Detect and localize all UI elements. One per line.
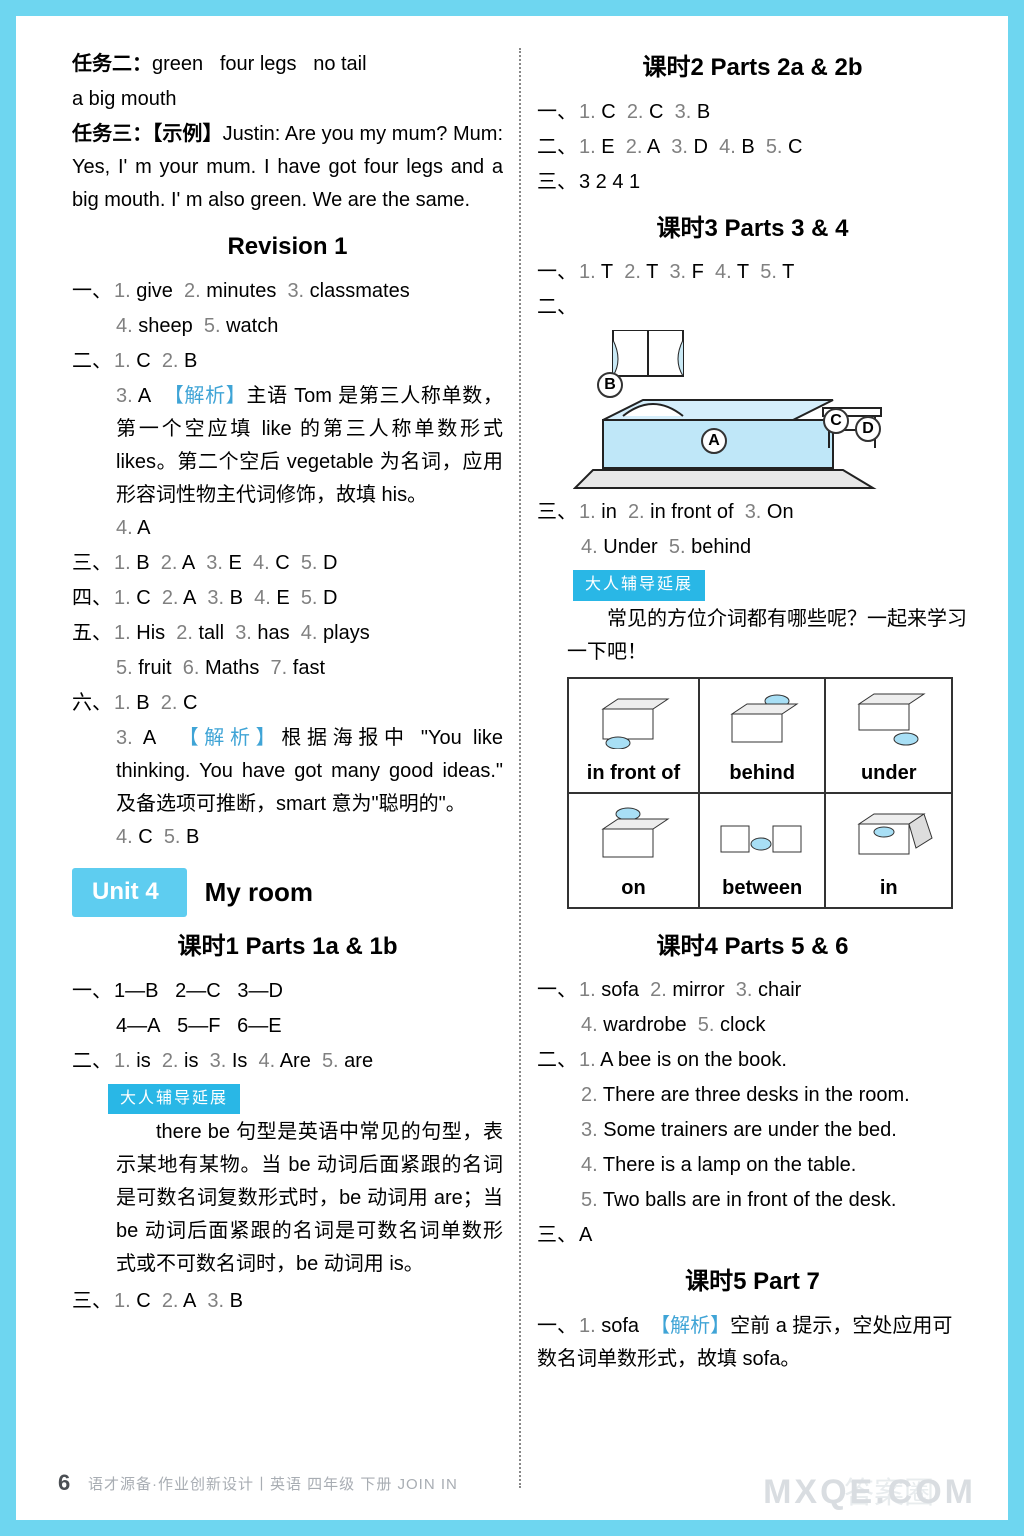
tutor-tag-1: 大人辅导延展 [108,1084,240,1114]
page-number: 6 [58,1470,70,1496]
l2-2: 二、1. E 2. A 3. D 4. B 5. C [537,131,968,164]
l1-2: 二、1. is 2. is 3. Is 4. Are 5. are [72,1045,503,1078]
l1-1a: 一、1—B 2—C 3—D [72,975,503,1008]
cell-in-front-of: in front of [568,678,699,793]
footer-text: 语才源备·作业创新设计丨英语 四年级 下册 JOIN IN [88,1473,458,1494]
task2-line2: a big mouth [72,83,503,116]
unit4-heading-row: Unit 4 My room [72,868,503,918]
cell-behind: behind [699,678,826,793]
lesson3-heading: 课时3 Parts 3 & 4 [537,209,968,249]
l4-2-3: 3. Some trainers are under the bed. [537,1114,968,1147]
l3-3b: 4. Under 5. behind [537,531,968,564]
l2-3: 三、3 2 4 1 [537,166,968,199]
analysis-tag: 【解析】 [650,1315,730,1337]
tutor1-body: there be 句型是英语中常见的句型，表示某地有某物。当 be 动词后面紧跟… [72,1116,503,1281]
rev2-4: 4. A [72,512,503,545]
l4-2-5: 5. Two balls are in front of the desk. [537,1184,968,1217]
task3-block: 任务三：【示例】Justin: Are you my mum? Mum: Yes… [72,118,503,217]
rev5-b: 5. fruit 6. Maths 7. fast [72,652,503,685]
l1-1-label: 一、 [72,975,114,1008]
cell-under: under [825,678,952,793]
lesson5-heading: 课时5 Part 7 [537,1262,968,1302]
cell-on: on [568,793,699,908]
label-c: D [855,416,881,442]
task3-head: 【示例】 [152,123,222,145]
rev6-3-body: 根据海报中 "You like thinking. You have got m… [116,727,503,815]
rev1: 一、1. give 2. minutes 3. classmates [72,275,503,308]
column-divider [519,48,521,1488]
rev1-label: 一、 [72,275,114,308]
unit-pill: Unit 4 [72,868,187,918]
rev6-45: 4. C 5. B [72,821,503,854]
analysis-tag: 【解析】 [164,385,247,407]
rev4-label: 四、 [72,582,114,615]
task3-l1: Justin: Are you my mum? [223,123,448,145]
l4-2-4: 4. There is a lamp on the table. [537,1149,968,1182]
task2-label: 任务二： [72,53,152,75]
lesson2-heading: 课时2 Parts 2a & 2b [537,48,968,88]
rev2-label: 二、 [72,345,114,378]
analysis-tag: 【解析】 [179,727,282,749]
rev6-3: 3. A 【解析】根据海报中 "You like thinking. You h… [72,722,503,821]
right-column: 课时2 Parts 2a & 2b 一、1. C 2. C 3. B 二、1. … [523,48,982,1488]
l1-3-label: 三、 [72,1285,114,1318]
room-diagram: A B D C [573,330,893,490]
l4-2-1: 二、1. A bee is on the book. [537,1044,968,1077]
rev2-3: 3. A 【解析】主语 Tom 是第三人称单数，第一个空应填 like 的第三人… [72,380,503,512]
tutor-tag-2: 大人辅导延展 [573,570,705,600]
rev6-label: 六、 [72,687,114,720]
l3-2-label: 二、 [537,291,968,324]
rev5-a: 五、1. His 2. tall 3. has 4. plays [72,617,503,650]
left-column: 任务二：green four legs no tail a big mouth … [58,48,517,1488]
label-a: A [701,428,727,454]
l4-3: 三、A [537,1219,968,1252]
lesson1-heading: 课时1 Parts 1a & 1b [72,927,503,967]
l2-1: 一、1. C 2. C 3. B [537,96,968,129]
l1-2-label: 二、 [72,1045,114,1078]
table-row: on between in [568,793,952,908]
l1-3: 三、1. C 2. A 3. B [72,1285,503,1318]
rev3-label: 三、 [72,547,114,580]
l4-2-2: 2. There are three desks in the room. [537,1079,968,1112]
task2-text: green four legs no tail [152,53,367,75]
room-svg [573,330,893,490]
task3-label: 任务三： [72,123,152,145]
watermark-en: MXQE.COM [763,1473,976,1512]
l3-1: 一、1. T 2. T 3. F 4. T 5. T [537,256,968,289]
rev2-a: 二、1. C 2. B [72,345,503,378]
l3-3a: 三、1. in 2. in front of 3. On [537,496,968,529]
revision-heading: Revision 1 [72,227,503,267]
preposition-table: in front of behind under on between in [567,677,953,909]
unit-title: My room [205,871,313,914]
task2-row: 任务二：green four legs no tail [72,48,503,81]
rev3: 三、1. B 2. A 3. E 4. C 5. D [72,547,503,580]
table-row: in front of behind under [568,678,952,793]
label-b: B [597,372,623,398]
cell-between: between [699,793,826,908]
rev1-b: 4. sheep 5. watch [72,310,503,343]
lesson4-heading: 课时4 Parts 5 & 6 [537,927,968,967]
l1-1b: 4—A 5—F 6—E [72,1010,503,1043]
rev4: 四、1. C 2. A 3. B 4. E 5. D [72,582,503,615]
tutor2-body: 常见的方位介词都有哪些呢？一起来学习一下吧！ [537,603,968,669]
l4-1b: 4. wardrobe 5. clock [537,1009,968,1042]
label-d: C [823,408,849,434]
cell-in: in [825,793,952,908]
rev5-label: 五、 [72,617,114,650]
l4-1a: 一、1. sofa 2. mirror 3. chair [537,974,968,1007]
content-area: 任务二：green four legs no tail a big mouth … [36,36,988,1500]
l5-1: 一、1. sofa 【解析】空前 a 提示，空处应用可数名词单数形式，故填 so… [537,1310,968,1376]
rev6-a: 六、1. B 2. C [72,687,503,720]
